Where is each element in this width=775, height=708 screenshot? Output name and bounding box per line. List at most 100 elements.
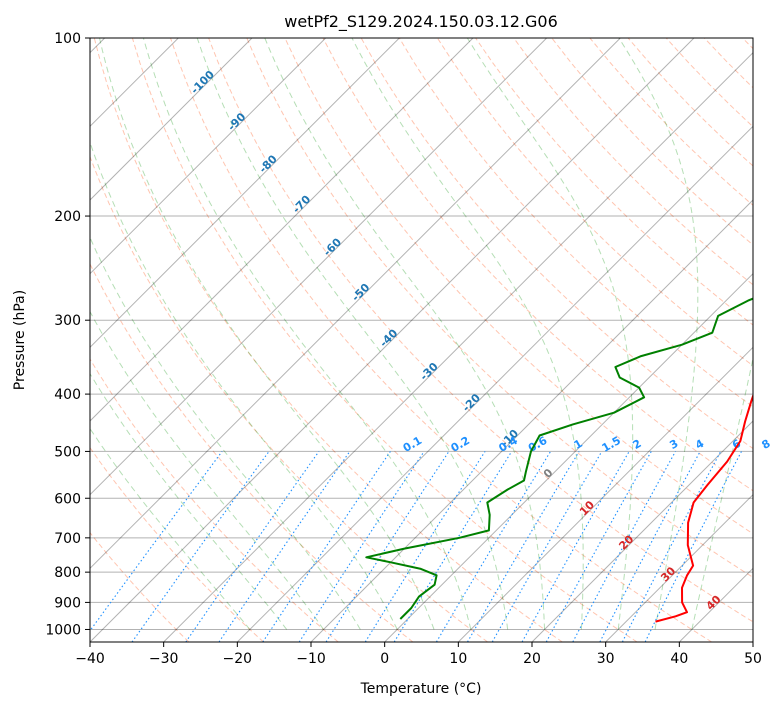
mixing-ratio-line: [521, 451, 630, 642]
mixing-ratio-line: [298, 451, 425, 642]
dry-adiabat-line: [742, 38, 753, 50]
mixing-ratio-line: [218, 451, 351, 642]
x-tick-label: −30: [149, 651, 179, 667]
isotherm-label: -80: [257, 152, 280, 175]
isotherm-line: [531, 420, 753, 642]
moist-adiabat-line: [351, 38, 584, 630]
isotherm-label: -70: [290, 193, 313, 216]
y-tick-label: 900: [54, 595, 81, 611]
y-tick-label: 500: [54, 444, 81, 460]
moist-adiabat-line: [691, 356, 753, 630]
x-axis: −40 −30 −20 −10 0 10 20 30 40 50: [75, 642, 762, 667]
isotherm-label: -90: [225, 110, 248, 133]
mixing-ratio-line: [131, 451, 270, 642]
mixing-ratio-line: [644, 451, 742, 642]
isotherm-line: [90, 38, 327, 275]
dry-adiabat-line: [93, 38, 563, 642]
dry-adiabat-line: [246, 38, 753, 578]
isotherm-line: [90, 38, 695, 642]
background-lines: [90, 38, 753, 642]
dry-adiabat-line: [360, 38, 753, 450]
moist-adiabat-line: [142, 38, 472, 630]
x-tick-label: 20: [523, 651, 541, 667]
y-tick-label: 200: [54, 209, 81, 225]
x-tick-label: −40: [75, 651, 105, 667]
x-tick-label: 40: [670, 651, 688, 667]
dry-adiabat-line: [551, 38, 753, 246]
dry-adiabat-line: [284, 38, 753, 535]
x-tick-label: 10: [449, 651, 467, 667]
x-tick-label: −20: [223, 651, 253, 667]
isotherm-label: 30: [658, 564, 678, 584]
dry-adiabat-line: [90, 262, 414, 642]
x-tick-label: 0: [380, 651, 389, 667]
mixing-ratio-line: [435, 451, 552, 642]
y-tick-label: 400: [54, 387, 81, 403]
y-axis-label: Pressure (hPa): [12, 290, 28, 390]
x-tick-label: 50: [744, 651, 762, 667]
isotherm-line: [457, 346, 753, 642]
isotherm-label: 20: [616, 532, 636, 552]
moist-adiabat-line: [90, 236, 361, 630]
isotherm-label: -100: [188, 68, 217, 97]
y-tick-label: 600: [54, 491, 81, 507]
isotherm-line: [90, 38, 474, 422]
isotherm-label: -50: [349, 281, 372, 304]
isotherm-line: [752, 641, 753, 642]
moist-adiabat-line: [90, 140, 398, 630]
isotherm-line: [90, 38, 400, 349]
y-tick-label: 300: [54, 313, 81, 329]
plot-frame: [89, 37, 754, 643]
chart-title: wetPf2_S129.2024.150.03.12.G06: [284, 12, 558, 32]
mixing-ratio-line: [572, 451, 676, 642]
y-tick-label: 700: [54, 531, 81, 547]
moist-adiabat-line: [196, 38, 509, 630]
dry-adiabat-line: [703, 38, 753, 89]
isotherm-label: 10: [577, 498, 597, 518]
y-tick-label: 100: [54, 31, 81, 47]
dry-adiabat-line: [170, 38, 712, 642]
x-tick-label: 30: [597, 651, 615, 667]
y-axis: 100 200 300 400 500 600 700 800 900 1000: [45, 31, 90, 638]
series-group: [365, 297, 753, 623]
moist-adiabat-line: [466, 38, 634, 630]
dry-adiabat-line: [208, 38, 753, 623]
x-axis-label: Temperature (°C): [360, 681, 482, 697]
isotherm-line: [236, 125, 753, 642]
isotherm-line: [384, 272, 753, 642]
mixing-ratio-label: 3: [667, 437, 680, 452]
dry-adiabat-line: [665, 38, 753, 128]
y-tick-label: 800: [54, 565, 81, 581]
mixing-ratio-line: [393, 451, 513, 642]
dry-adiabat-line: [131, 38, 638, 642]
mixing-ratio-line: [325, 451, 450, 642]
dry-adiabat-line: [90, 358, 339, 642]
isotherm-label: -40: [377, 326, 400, 349]
mixing-ratio-line: [90, 451, 223, 632]
moist-adiabat-line: [90, 310, 324, 630]
dry-adiabat-line: [90, 446, 264, 642]
y-tick-label: 1000: [45, 622, 81, 638]
mixing-ratio-line: [262, 451, 391, 642]
x-tick-label: −10: [296, 651, 326, 667]
moist-adiabat-line: [618, 38, 699, 630]
moist-adiabat-line: [99, 38, 435, 630]
mixing-ratio-line: [545, 451, 652, 642]
dry-adiabat-line: [90, 155, 488, 642]
isotherm-line: [90, 38, 548, 496]
dry-adiabat-line: [436, 38, 753, 367]
isotherm-label: -60: [321, 235, 344, 258]
moist-adiabat-line: [90, 372, 288, 630]
mixing-ratio-line: [621, 451, 722, 642]
isotherm-line: [90, 38, 621, 570]
mixing-ratio-label: 8: [759, 437, 772, 452]
isotherm-line: [605, 493, 753, 642]
dewpoint-profile: [365, 297, 753, 620]
isotherm-line: [90, 38, 253, 201]
dry-adiabat-line: [513, 38, 753, 286]
isotherm-line: [310, 199, 753, 642]
temperature-profile: [655, 393, 753, 623]
moist-adiabat-line: [90, 427, 251, 630]
isotherm-label: 40: [704, 593, 724, 613]
